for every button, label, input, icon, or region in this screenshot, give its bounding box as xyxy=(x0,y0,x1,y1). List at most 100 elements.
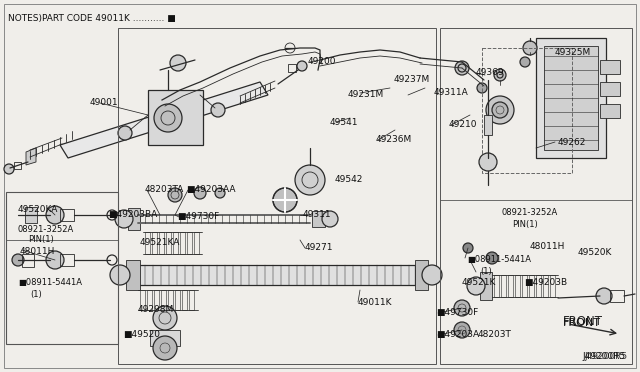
Text: 49271: 49271 xyxy=(305,243,333,252)
Text: 49298M: 49298M xyxy=(138,305,174,314)
Text: FRONT: FRONT xyxy=(563,318,601,328)
Circle shape xyxy=(596,288,612,304)
Text: PIN(1): PIN(1) xyxy=(512,220,538,229)
Text: 08921-3252A: 08921-3252A xyxy=(18,225,74,234)
Polygon shape xyxy=(126,260,140,290)
Bar xyxy=(515,275,520,297)
Bar xyxy=(14,162,21,169)
Text: (1): (1) xyxy=(480,267,492,276)
Circle shape xyxy=(110,265,130,285)
Text: FRONT: FRONT xyxy=(563,315,603,328)
Circle shape xyxy=(322,211,338,227)
Circle shape xyxy=(455,61,469,75)
Circle shape xyxy=(463,243,473,253)
Bar xyxy=(187,232,192,254)
Text: J49200R5: J49200R5 xyxy=(584,352,627,361)
Bar xyxy=(522,275,527,297)
Circle shape xyxy=(168,188,182,202)
Bar xyxy=(168,290,173,310)
Circle shape xyxy=(494,69,506,81)
Circle shape xyxy=(422,265,442,285)
Circle shape xyxy=(194,187,206,199)
Bar xyxy=(536,38,606,158)
Circle shape xyxy=(12,254,24,266)
Bar xyxy=(60,254,74,266)
Text: ■49203B: ■49203B xyxy=(524,278,567,287)
Circle shape xyxy=(215,188,225,198)
Text: ■49520: ■49520 xyxy=(123,330,160,339)
Bar xyxy=(25,207,37,223)
Polygon shape xyxy=(415,260,428,290)
Bar xyxy=(189,290,194,310)
Bar xyxy=(154,290,159,310)
Circle shape xyxy=(486,96,514,124)
Bar xyxy=(484,115,492,135)
Text: 08921-3252A: 08921-3252A xyxy=(502,208,558,217)
Polygon shape xyxy=(312,211,325,227)
Bar xyxy=(152,232,157,254)
Text: (1): (1) xyxy=(30,290,42,299)
Circle shape xyxy=(479,153,497,171)
Bar xyxy=(161,290,166,310)
Bar xyxy=(159,232,164,254)
Bar xyxy=(544,46,598,150)
Text: NOTES)PART CODE 49011K ........... ■: NOTES)PART CODE 49011K ........... ■ xyxy=(8,14,176,23)
Text: ■08911-5441A: ■08911-5441A xyxy=(467,255,531,264)
Bar xyxy=(148,90,203,145)
Text: ■49203BA: ■49203BA xyxy=(108,210,157,219)
Circle shape xyxy=(118,126,132,140)
Bar xyxy=(288,64,296,72)
Text: 48011H: 48011H xyxy=(530,242,565,251)
Text: 49325M: 49325M xyxy=(555,48,591,57)
Text: 49236M: 49236M xyxy=(376,135,412,144)
Text: 49521K: 49521K xyxy=(462,278,497,287)
Bar xyxy=(166,232,171,254)
Bar xyxy=(180,232,185,254)
Bar xyxy=(60,209,74,221)
Bar xyxy=(600,60,620,74)
Polygon shape xyxy=(135,265,415,285)
Polygon shape xyxy=(60,82,268,158)
Circle shape xyxy=(477,83,487,93)
Circle shape xyxy=(454,322,470,338)
Text: ■49730F: ■49730F xyxy=(177,212,220,221)
Circle shape xyxy=(273,188,297,212)
Circle shape xyxy=(211,103,225,117)
Bar xyxy=(550,275,555,297)
Bar xyxy=(508,275,513,297)
Text: ■49730F: ■49730F xyxy=(436,308,478,317)
Bar xyxy=(173,232,178,254)
Text: 49541: 49541 xyxy=(330,118,358,127)
Bar xyxy=(529,275,534,297)
Text: 48011H: 48011H xyxy=(20,247,56,256)
Text: 49001: 49001 xyxy=(90,98,118,107)
Circle shape xyxy=(4,164,14,174)
Bar xyxy=(501,275,506,297)
Bar xyxy=(600,82,620,96)
Text: 48203TA: 48203TA xyxy=(145,185,184,194)
Circle shape xyxy=(154,104,182,132)
Text: 49369: 49369 xyxy=(476,68,504,77)
Text: 49210: 49210 xyxy=(449,120,477,129)
Circle shape xyxy=(153,336,177,360)
Bar xyxy=(543,275,548,297)
Text: 48203T: 48203T xyxy=(478,330,512,339)
Text: 49542: 49542 xyxy=(335,175,364,184)
Polygon shape xyxy=(26,148,36,165)
Bar xyxy=(182,290,187,310)
Bar xyxy=(482,48,572,173)
Circle shape xyxy=(295,165,325,195)
Text: 49311A: 49311A xyxy=(434,88,468,97)
Bar xyxy=(22,254,34,267)
Polygon shape xyxy=(480,272,492,300)
Text: ■49203A: ■49203A xyxy=(436,330,479,339)
Circle shape xyxy=(454,300,470,316)
Circle shape xyxy=(170,55,186,71)
Text: 49237M: 49237M xyxy=(394,75,430,84)
Circle shape xyxy=(492,102,508,118)
Circle shape xyxy=(115,210,133,228)
Circle shape xyxy=(46,206,64,224)
Bar xyxy=(145,232,150,254)
Text: 49520K: 49520K xyxy=(578,248,612,257)
Bar xyxy=(6,192,118,344)
